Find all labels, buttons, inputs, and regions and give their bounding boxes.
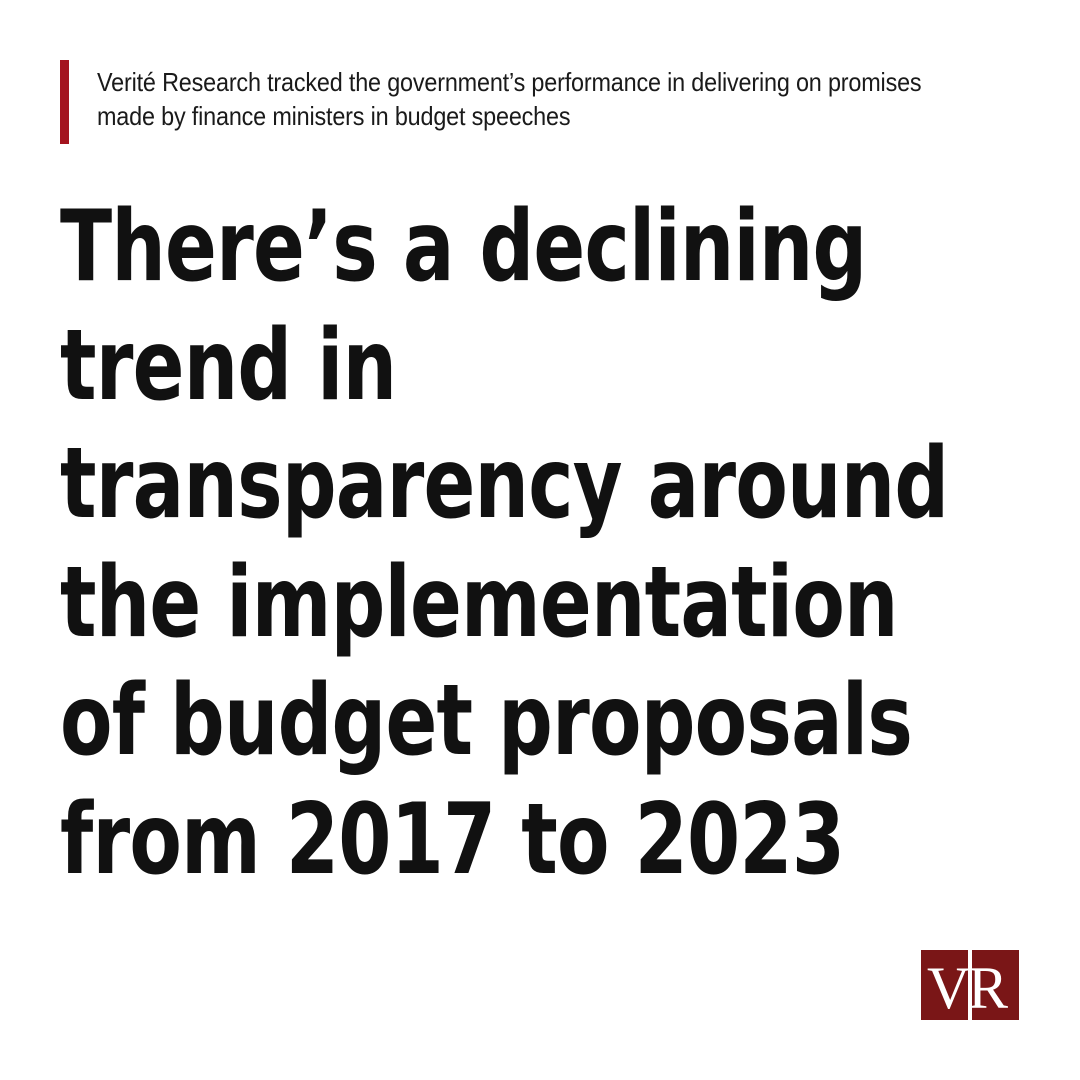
headline-line-5: of budget proposals bbox=[60, 664, 913, 778]
headline-line-6: from 2017 to 2023 bbox=[60, 782, 845, 897]
headline-line-3: transparency around bbox=[60, 427, 949, 541]
intro-block: Verité Research tracked the government’s… bbox=[60, 60, 1020, 144]
headline-line-2: trend in bbox=[60, 308, 397, 423]
accent-bar bbox=[60, 60, 69, 144]
headline: There’s a declining trend in transparenc… bbox=[60, 188, 1020, 899]
logo-block-right bbox=[972, 950, 1019, 1020]
intro-text: Verité Research tracked the government’s… bbox=[97, 67, 922, 131]
verite-research-logo: V R bbox=[921, 950, 1019, 1020]
logo-letter-v: V bbox=[927, 955, 971, 1021]
logo-block-left bbox=[921, 950, 968, 1020]
logo-letter-r: R bbox=[968, 955, 1009, 1021]
headline-line-4: the implementation bbox=[60, 545, 898, 660]
headline-line-1: There’s a declining bbox=[60, 190, 867, 304]
